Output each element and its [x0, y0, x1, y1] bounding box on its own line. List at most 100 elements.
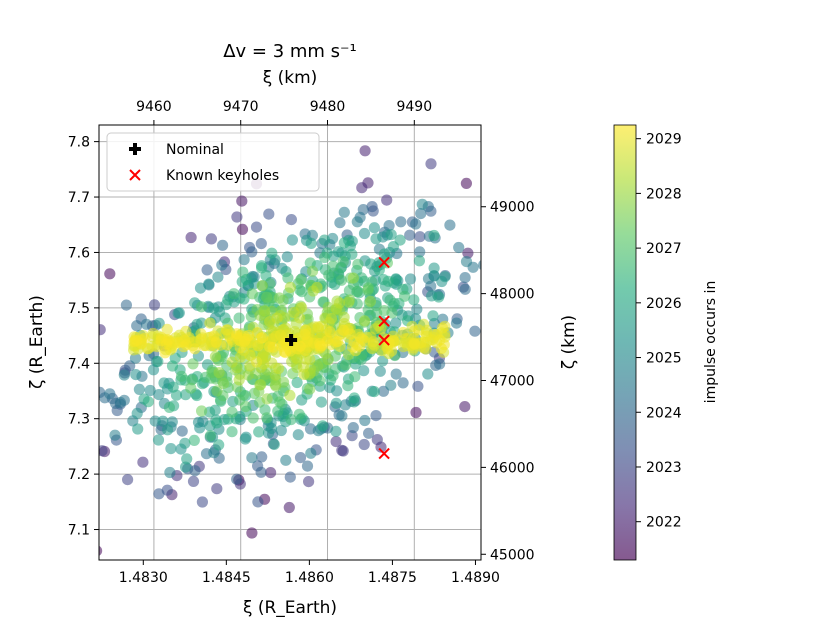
- data-point: [337, 445, 349, 457]
- data-point: [381, 257, 393, 269]
- data-point: [378, 248, 390, 260]
- data-point: [231, 211, 243, 223]
- data-point: [87, 397, 98, 408]
- data-point: [567, 263, 578, 274]
- data-point: [195, 333, 207, 345]
- y-tick-label: 7.4: [68, 356, 90, 372]
- data-point: [433, 291, 445, 303]
- data-point: [364, 295, 377, 307]
- data-point: [358, 438, 370, 451]
- data-point: [250, 221, 263, 233]
- data-point: [109, 429, 121, 441]
- data-point: [226, 356, 238, 368]
- data-point: [385, 379, 397, 391]
- data-point: [349, 371, 361, 383]
- data-point: [366, 201, 378, 213]
- data-point: [370, 410, 382, 422]
- data-point: [286, 234, 298, 246]
- colorbar-ticks: 2022 2023 2024 2025 2026 2027 2028 2029: [636, 132, 682, 531]
- data-point: [330, 363, 342, 375]
- data-point: [363, 427, 375, 439]
- data-point: [247, 412, 259, 424]
- data-point: [99, 545, 103, 556]
- data-point: [165, 443, 177, 455]
- right-y-tick-label: 49000: [490, 200, 535, 216]
- data-point: [256, 280, 268, 292]
- data-point: [164, 466, 176, 479]
- data-point: [226, 426, 238, 438]
- data-point: [343, 296, 355, 308]
- data-point: [335, 274, 347, 286]
- data-point: [263, 208, 275, 220]
- data-point: [434, 334, 446, 346]
- data-point: [298, 368, 310, 380]
- data-point: [269, 379, 281, 391]
- data-point: [350, 345, 362, 357]
- data-point: [246, 246, 258, 258]
- data-point: [114, 396, 126, 409]
- data-point: [181, 453, 193, 465]
- data-point: [217, 239, 229, 251]
- data-point: [28, 399, 39, 410]
- data-point: [159, 347, 171, 359]
- data-point: [390, 317, 402, 329]
- data-point: [158, 377, 170, 389]
- colorbar-tick-label: 2026: [646, 296, 682, 312]
- data-point: [259, 305, 271, 317]
- data-point: [237, 266, 249, 278]
- data-point: [382, 275, 394, 287]
- y-tick-label: 7.2: [68, 467, 90, 483]
- data-point: [394, 234, 406, 246]
- data-point: [261, 393, 273, 405]
- data-point: [453, 241, 465, 254]
- data-point: [395, 216, 407, 228]
- data-point: [337, 256, 349, 268]
- data-point: [142, 396, 154, 408]
- data-point: [236, 223, 249, 235]
- data-point: [359, 145, 371, 157]
- colorbar: [614, 125, 636, 560]
- data-point: [427, 310, 439, 322]
- data-point: [368, 222, 380, 234]
- data-point: [410, 406, 422, 419]
- data-point: [415, 208, 427, 220]
- data-point: [378, 305, 390, 317]
- data-point: [397, 326, 409, 339]
- data-point: [195, 301, 208, 313]
- data-point: [428, 229, 440, 242]
- data-point: [173, 307, 185, 319]
- markers: [285, 256, 390, 460]
- data-point: [59, 446, 70, 457]
- data-point: [281, 251, 293, 263]
- keyhole-marker: [378, 256, 390, 269]
- data-point: [413, 324, 425, 336]
- data-point: [496, 221, 507, 232]
- colorbar-tick-label: 2029: [646, 132, 682, 148]
- data-point: [220, 324, 233, 336]
- data-point: [266, 247, 278, 259]
- data-point: [358, 227, 371, 240]
- data-point: [162, 424, 174, 436]
- data-point: [318, 234, 331, 246]
- data-point: [404, 273, 417, 285]
- legend-keyhole-icon: [129, 169, 141, 181]
- x-tick-label: 1.4830: [119, 570, 168, 586]
- data-point: [244, 349, 256, 361]
- data-point: [338, 324, 350, 336]
- data-point: [147, 364, 160, 376]
- data-point: [236, 195, 248, 207]
- data-point: [292, 429, 304, 441]
- data-point: [175, 370, 188, 382]
- data-point: [242, 369, 254, 381]
- data-point: [383, 220, 395, 232]
- data-point: [383, 337, 395, 349]
- right-y-tick-label: 48000: [490, 287, 535, 303]
- legend: Nominal Known keyholes: [106, 132, 320, 192]
- data-point: [311, 281, 323, 294]
- data-point: [43, 430, 54, 441]
- data-point: [252, 496, 264, 508]
- data-point: [196, 496, 208, 508]
- y-axis-label: ζ (R_Earth): [27, 295, 47, 389]
- colorbar-tick-label: 2023: [646, 460, 682, 476]
- data-point: [187, 475, 200, 487]
